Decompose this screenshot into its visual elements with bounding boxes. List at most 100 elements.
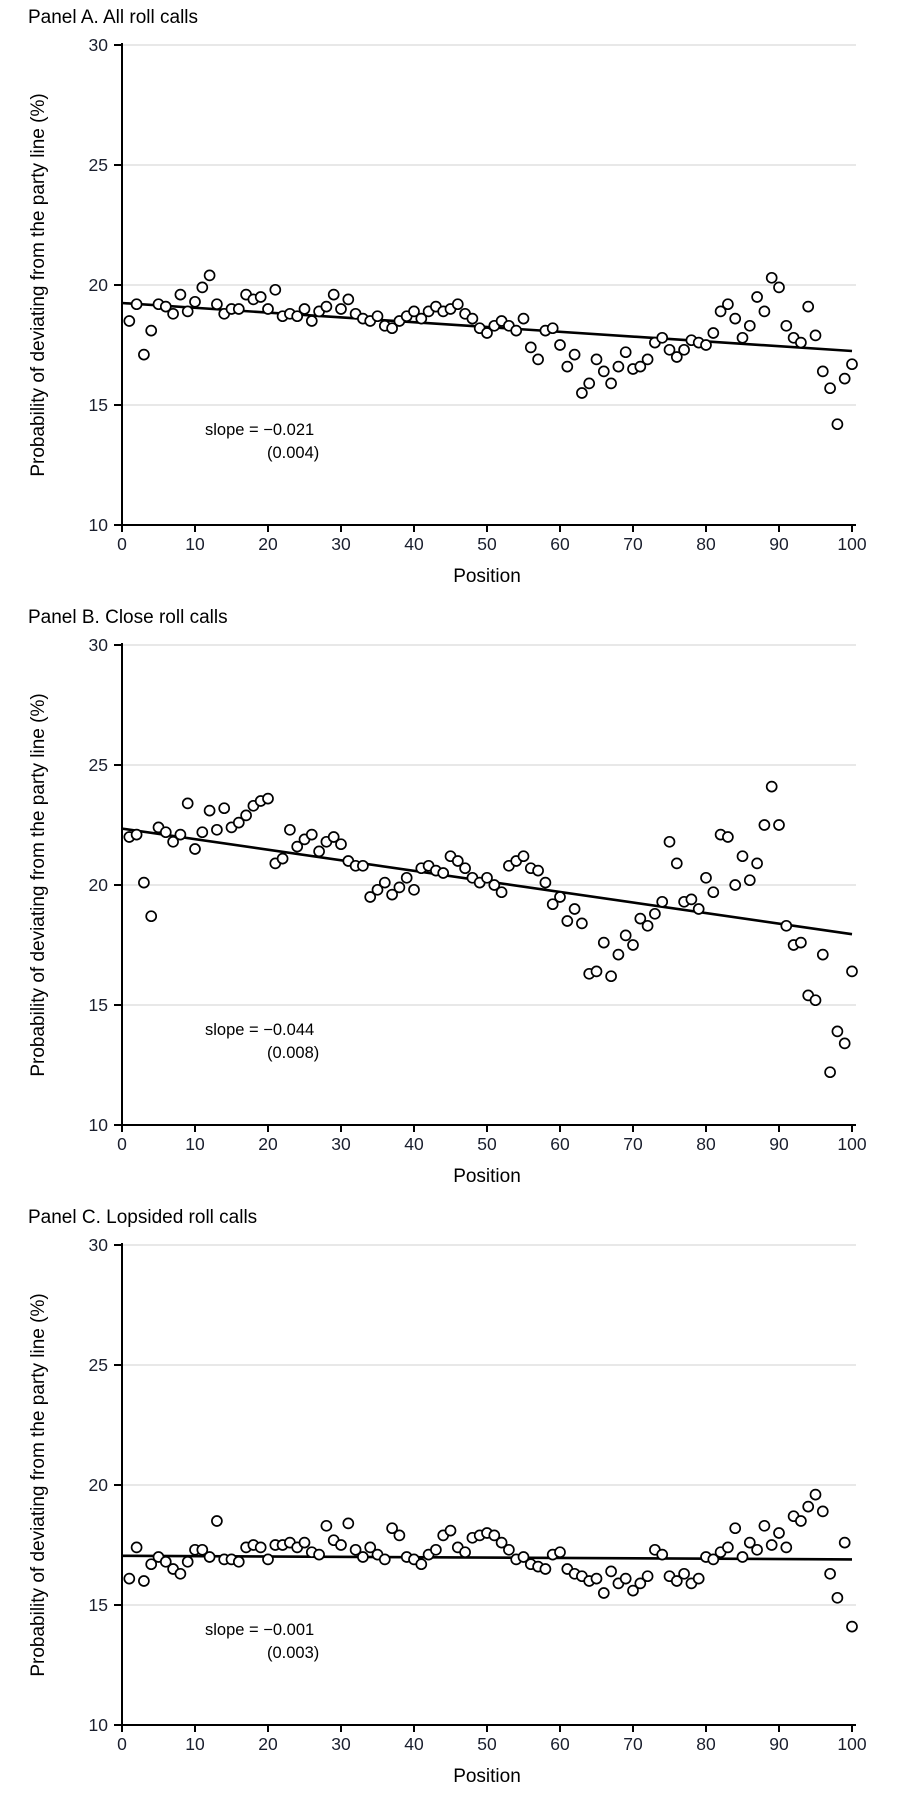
panel-title: Panel A. All roll calls xyxy=(28,7,198,28)
data-point xyxy=(539,876,552,889)
x-tick-label: 20 xyxy=(258,534,278,554)
x-tick-label: 70 xyxy=(623,534,643,554)
data-point xyxy=(232,816,245,829)
data-point xyxy=(576,387,588,399)
data-point xyxy=(554,891,566,903)
data-point xyxy=(371,883,384,896)
data-point xyxy=(743,1536,756,1549)
x-tick-label: 40 xyxy=(404,1134,424,1154)
data-point xyxy=(357,859,369,872)
data-point xyxy=(751,1543,763,1556)
data-point xyxy=(393,881,406,894)
data-point xyxy=(554,1546,566,1559)
data-point xyxy=(816,1505,829,1518)
data-point xyxy=(211,823,223,836)
data-point xyxy=(211,298,223,311)
data-point xyxy=(415,1558,428,1571)
data-point xyxy=(597,1587,610,1599)
data-point xyxy=(743,874,756,887)
data-point xyxy=(291,310,304,323)
y-tick-label: 25 xyxy=(89,1355,108,1375)
data-point xyxy=(159,1555,172,1568)
y-tick-label: 10 xyxy=(89,1115,109,1135)
data-point xyxy=(656,895,669,908)
data-point xyxy=(765,271,778,284)
data-point xyxy=(298,1536,311,1549)
data-point xyxy=(831,1025,844,1038)
x-tick-label: 50 xyxy=(477,1734,497,1754)
data-point xyxy=(400,871,413,884)
data-point xyxy=(773,1527,785,1539)
x-tick-label: 70 xyxy=(623,1134,643,1154)
data-point xyxy=(576,917,588,930)
data-point xyxy=(619,346,632,359)
data-point xyxy=(670,857,683,870)
x-tick-label: 20 xyxy=(258,1134,278,1154)
y-tick-label: 20 xyxy=(89,275,109,295)
data-point xyxy=(342,1517,355,1530)
data-point xyxy=(313,1548,325,1561)
data-point xyxy=(656,1548,669,1561)
data-point xyxy=(174,1567,187,1580)
data-point xyxy=(335,303,347,315)
data-point xyxy=(130,828,143,841)
data-point xyxy=(700,871,712,884)
data-point xyxy=(729,1522,742,1535)
data-point xyxy=(123,315,136,327)
data-point xyxy=(590,1572,603,1585)
data-point xyxy=(145,910,158,923)
data-point xyxy=(590,353,603,366)
data-point xyxy=(634,912,647,925)
data-point xyxy=(597,936,610,949)
data-point xyxy=(386,322,398,335)
data-point xyxy=(298,303,311,315)
data-point xyxy=(824,382,836,395)
data-point xyxy=(488,1529,501,1542)
data-point xyxy=(546,322,559,335)
data-point xyxy=(459,1546,471,1559)
data-point xyxy=(138,1575,150,1587)
data-point xyxy=(707,327,720,339)
x-tick-label: 0 xyxy=(117,534,127,554)
data-point xyxy=(262,792,274,805)
y-tick-label: 20 xyxy=(89,875,109,895)
data-point xyxy=(751,857,763,870)
data-point xyxy=(335,838,347,851)
data-point xyxy=(634,360,647,373)
slope-annotation-line1: slope = −0.001 xyxy=(205,1621,314,1639)
data-point xyxy=(678,343,690,356)
slope-annotation-line2: (0.003) xyxy=(267,1644,319,1662)
data-point xyxy=(262,303,274,315)
data-point xyxy=(722,298,734,311)
data-point xyxy=(824,1066,836,1079)
data-point xyxy=(386,888,398,901)
data-point xyxy=(415,312,428,325)
x-tick-label: 60 xyxy=(550,534,570,554)
data-point xyxy=(349,1543,362,1556)
data-point xyxy=(517,850,530,863)
panel-c-chart: 10 15 20 25 30 0 10 20 30 40 50 60 70 80 90 100 Position… xyxy=(28,1207,867,1787)
x-tick-label: 80 xyxy=(696,1734,716,1754)
data-point xyxy=(254,1541,267,1554)
data-point xyxy=(605,377,617,390)
data-point xyxy=(532,864,544,877)
data-point xyxy=(181,797,194,810)
data-point xyxy=(634,1577,647,1590)
data-point xyxy=(269,283,282,296)
data-point xyxy=(758,305,771,318)
data-point xyxy=(313,845,325,858)
x-tick-label: 80 xyxy=(696,534,716,554)
panel-title: Panel C. Lopsided roll calls xyxy=(28,1207,257,1228)
data-point xyxy=(232,1555,245,1568)
data-point xyxy=(378,876,391,889)
data-point xyxy=(123,1572,136,1585)
data-point xyxy=(320,300,333,313)
data-point xyxy=(203,269,216,282)
data-point xyxy=(678,1567,690,1580)
data-point xyxy=(831,1591,844,1604)
data-point xyxy=(262,1553,274,1566)
data-point xyxy=(641,919,654,932)
data-point xyxy=(846,358,858,371)
data-point xyxy=(546,898,559,911)
data-point xyxy=(751,291,763,303)
